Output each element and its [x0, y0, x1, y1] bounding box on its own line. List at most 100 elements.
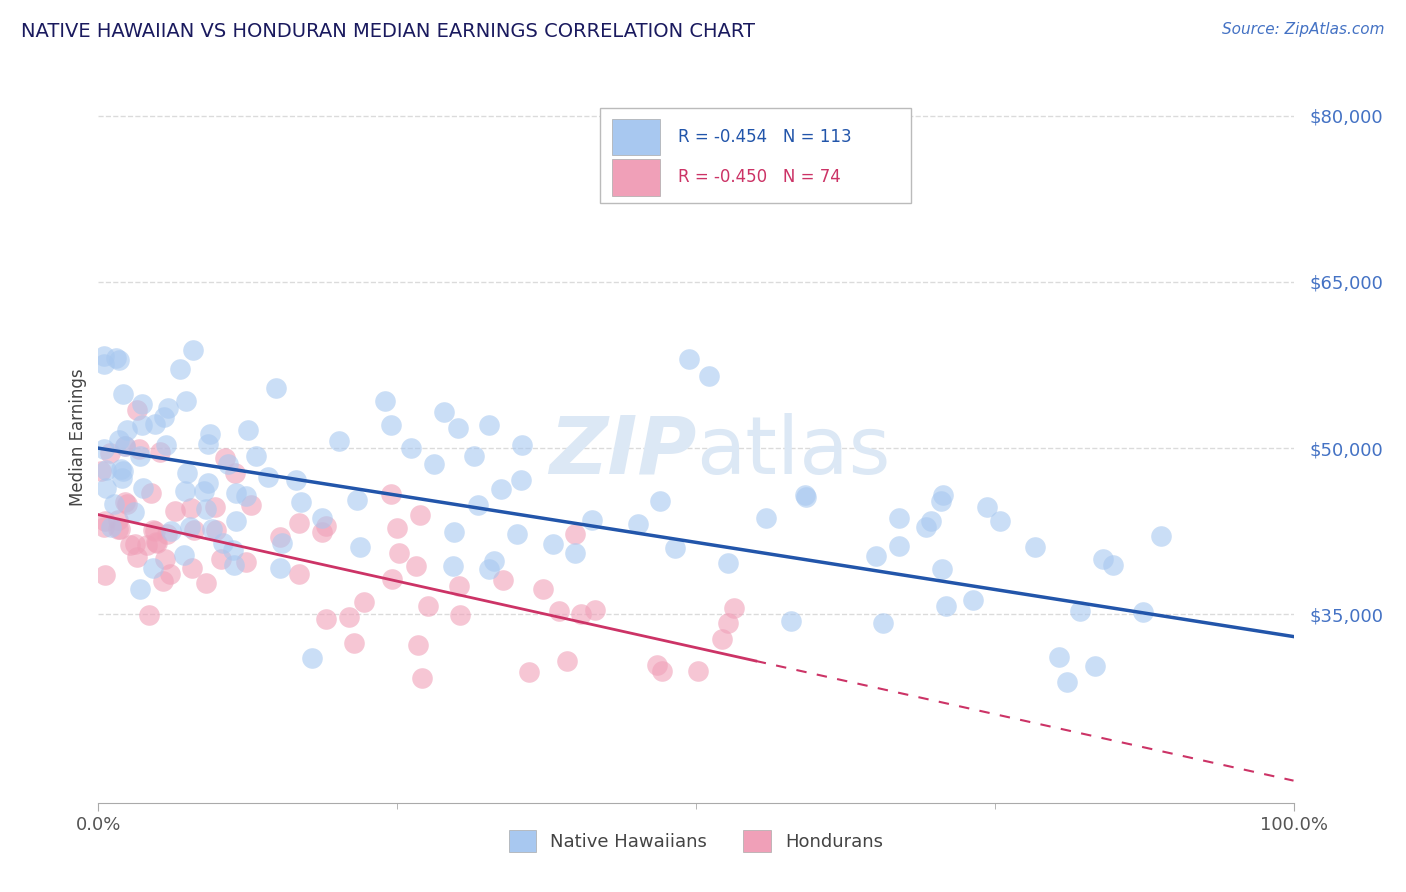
- Hondurans: [107, 512, 129, 526]
- Hondurans: [145, 535, 167, 549]
- Native Hawaiians: [699, 368, 721, 383]
- Native Hawaiians: [132, 481, 155, 495]
- Hondurans: [156, 526, 179, 541]
- Hondurans: [311, 524, 333, 539]
- Native Hawaiians: [1132, 605, 1154, 619]
- Native Hawaiians: [222, 543, 245, 558]
- Native Hawaiians: [509, 473, 531, 487]
- Native Hawaiians: [467, 498, 489, 512]
- Native Hawaiians: [93, 442, 115, 456]
- Native Hawaiians: [107, 433, 129, 447]
- Native Hawaiians: [374, 393, 396, 408]
- Native Hawaiians: [107, 353, 129, 368]
- Hondurans: [145, 534, 167, 549]
- Native Hawaiians: [754, 510, 776, 524]
- Native Hawaiians: [432, 405, 454, 419]
- Native Hawaiians: [793, 487, 815, 501]
- Native Hawaiians: [648, 494, 671, 508]
- Hondurans: [269, 530, 291, 544]
- Text: atlas: atlas: [696, 413, 890, 491]
- Hondurans: [183, 524, 205, 538]
- Native Hawaiians: [131, 397, 153, 411]
- Native Hawaiians: [920, 514, 942, 528]
- Native Hawaiians: [225, 515, 247, 529]
- Hondurans: [127, 549, 149, 564]
- Native Hawaiians: [169, 362, 191, 376]
- Hondurans: [138, 607, 160, 622]
- Native Hawaiians: [581, 513, 603, 527]
- Native Hawaiians: [541, 536, 564, 550]
- Native Hawaiians: [111, 471, 134, 485]
- Hondurans: [239, 498, 262, 512]
- Native Hawaiians: [197, 437, 219, 451]
- Native Hawaiians: [1101, 558, 1123, 572]
- Native Hawaiians: [484, 553, 506, 567]
- Text: R = -0.454   N = 113: R = -0.454 N = 113: [678, 128, 852, 146]
- Native Hawaiians: [111, 464, 134, 478]
- Hondurans: [180, 560, 202, 574]
- Native Hawaiians: [105, 351, 128, 365]
- Native Hawaiians: [301, 651, 323, 665]
- Text: NATIVE HAWAIIAN VS HONDURAN MEDIAN EARNINGS CORRELATION CHART: NATIVE HAWAIIAN VS HONDURAN MEDIAN EARNI…: [21, 22, 755, 41]
- Native Hawaiians: [197, 475, 219, 490]
- Hondurans: [353, 595, 375, 609]
- Hondurans: [90, 464, 112, 478]
- Native Hawaiians: [1049, 650, 1071, 665]
- Hondurans: [93, 519, 115, 533]
- Native Hawaiians: [627, 516, 650, 531]
- Hondurans: [100, 445, 122, 459]
- Hondurans: [405, 558, 427, 573]
- Native Hawaiians: [103, 497, 125, 511]
- Hondurans: [114, 439, 136, 453]
- Hondurans: [315, 519, 337, 533]
- Hondurans: [125, 403, 148, 417]
- Native Hawaiians: [477, 418, 499, 433]
- Native Hawaiians: [217, 457, 239, 471]
- Hondurans: [107, 522, 129, 536]
- Hondurans: [564, 526, 586, 541]
- FancyBboxPatch shape: [600, 108, 911, 203]
- Native Hawaiians: [794, 490, 817, 504]
- Hondurans: [686, 664, 709, 678]
- Native Hawaiians: [284, 473, 307, 487]
- Hondurans: [381, 572, 404, 586]
- Native Hawaiians: [887, 511, 910, 525]
- Native Hawaiians: [506, 526, 529, 541]
- Native Hawaiians: [914, 520, 936, 534]
- Legend: Native Hawaiians, Hondurans: Native Hawaiians, Hondurans: [502, 823, 890, 860]
- Text: Source: ZipAtlas.com: Source: ZipAtlas.com: [1222, 22, 1385, 37]
- Hondurans: [449, 607, 471, 622]
- Hondurans: [209, 552, 232, 566]
- Native Hawaiians: [780, 614, 803, 628]
- Hondurans: [214, 451, 236, 466]
- Hondurans: [204, 524, 226, 538]
- Hondurans: [165, 504, 187, 518]
- Native Hawaiians: [211, 536, 233, 550]
- Hondurans: [143, 524, 166, 538]
- Native Hawaiians: [423, 457, 446, 471]
- Hondurans: [569, 607, 592, 622]
- Hondurans: [152, 574, 174, 589]
- Native Hawaiians: [200, 522, 222, 536]
- Hondurans: [406, 638, 429, 652]
- Native Hawaiians: [269, 561, 291, 575]
- Hondurans: [114, 495, 136, 509]
- Native Hawaiians: [1069, 604, 1091, 618]
- Hondurans: [717, 615, 740, 630]
- Native Hawaiians: [491, 482, 513, 496]
- Native Hawaiians: [478, 561, 501, 575]
- Native Hawaiians: [156, 401, 179, 415]
- Native Hawaiians: [222, 558, 245, 573]
- Native Hawaiians: [142, 561, 165, 575]
- Native Hawaiians: [94, 463, 117, 477]
- Native Hawaiians: [1056, 675, 1078, 690]
- Native Hawaiians: [962, 592, 984, 607]
- Hondurans: [517, 665, 540, 679]
- Native Hawaiians: [152, 410, 174, 425]
- Hondurans: [411, 671, 433, 685]
- Native Hawaiians: [179, 519, 201, 533]
- Native Hawaiians: [510, 438, 533, 452]
- Hondurans: [385, 521, 408, 535]
- Native Hawaiians: [931, 562, 953, 576]
- Native Hawaiians: [935, 599, 957, 613]
